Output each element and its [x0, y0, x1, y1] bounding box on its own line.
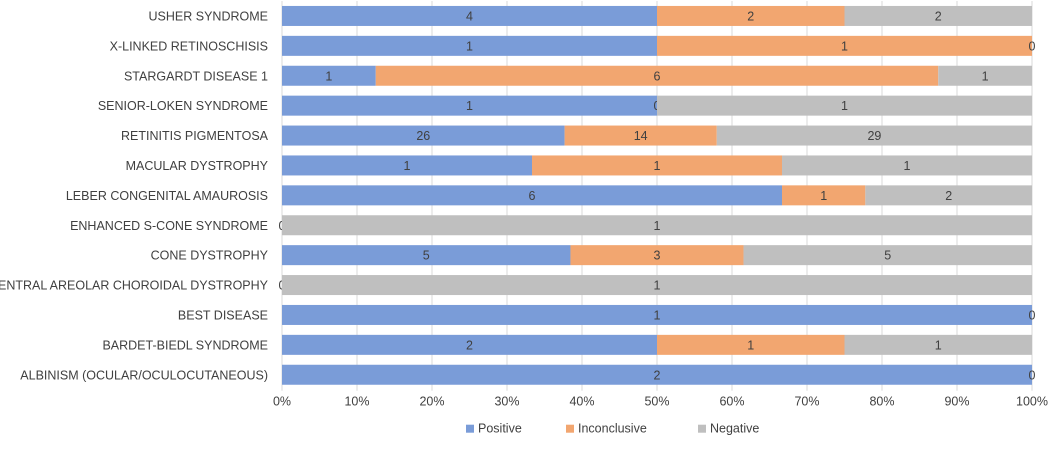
category-label: LEBER CONGENITAL AMAUROSIS — [66, 189, 268, 203]
category-label: MACULAR DYSTROPHY — [126, 159, 269, 173]
bar-segment-negative — [844, 5, 1032, 26]
bar-segment-inconclusive — [657, 5, 845, 26]
category-label: USHER SYNDROME — [149, 9, 268, 23]
data-label-inconclusive: 2 — [747, 9, 754, 23]
x-tick-label: 80% — [869, 395, 894, 409]
data-label-inconclusive: 6 — [654, 69, 661, 83]
category-label: ENHANCED S-CONE SYNDROME — [70, 219, 268, 233]
legend-swatch-positive — [466, 424, 474, 433]
data-label-positive: 5 — [423, 249, 430, 263]
category-labels: USHER SYNDROME X-LINKED RETINOSCHISIS STAR… — [0, 9, 269, 382]
x-tick-label: 0% — [273, 395, 291, 409]
data-label-negative: 2 — [945, 189, 952, 203]
bar-segment-inconclusive — [564, 125, 717, 146]
category-label: CONE DYSTROPHY — [151, 249, 269, 263]
bars: 42211016110126142911161201535011021120 — [279, 5, 1036, 385]
data-label-positive: 2 — [654, 368, 661, 382]
data-label-negative: 0 — [1029, 39, 1036, 53]
data-label-positive: 6 — [529, 189, 536, 203]
bar-segment-inconclusive — [375, 65, 939, 86]
bar-segment-negative — [782, 155, 1032, 176]
x-tick-label: 10% — [344, 395, 369, 409]
bar-segment-positive — [282, 334, 657, 355]
data-label-negative: 2 — [935, 9, 942, 23]
category-label: RETINITIS PIGMENTOSA — [121, 129, 269, 143]
bar-segment-positive — [282, 5, 657, 26]
legend-swatch-negative — [698, 424, 706, 433]
data-label-positive: 1 — [466, 39, 473, 53]
bar-segment-negative — [282, 215, 1032, 236]
x-tick-label: 100% — [1016, 395, 1048, 409]
legend-label-negative: Negative — [710, 422, 759, 436]
bar-segment-negative — [657, 95, 1032, 116]
data-label-inconclusive: 1 — [654, 159, 661, 173]
category-label: CENTRAL AREOLAR CHOROIDAL DYSTROPHY — [0, 279, 269, 293]
bar-segment-negative — [938, 65, 1032, 86]
data-label-positive: 1 — [466, 99, 473, 113]
data-label-negative: 0 — [1029, 308, 1036, 322]
data-label-negative: 29 — [867, 129, 881, 143]
x-tick-label: 50% — [644, 395, 669, 409]
data-label-positive: 26 — [416, 129, 430, 143]
data-label-negative: 1 — [935, 338, 942, 352]
x-tick-label: 70% — [794, 395, 819, 409]
data-label-negative: 1 — [841, 99, 848, 113]
category-label: X-LINKED RETINOSCHISIS — [110, 39, 268, 53]
data-label-negative: 5 — [884, 249, 891, 263]
x-tick-label: 30% — [494, 395, 519, 409]
data-label-positive: 1 — [325, 69, 332, 83]
legend: Positive Inconclusive Negative — [466, 422, 759, 436]
data-label-inconclusive: 14 — [634, 129, 648, 143]
category-label: BARDET-BIEDL SYNDROME — [102, 338, 268, 352]
data-label-inconclusive: 1 — [820, 189, 827, 203]
bar-segment-inconclusive — [657, 35, 1032, 56]
category-label: STARGARDT DISEASE 1 — [124, 69, 268, 83]
bar-segment-positive — [282, 245, 571, 266]
data-label-inconclusive: 1 — [841, 39, 848, 53]
bar-segment-inconclusive — [532, 155, 782, 176]
bar-segment-positive — [282, 125, 565, 146]
legend-label-positive: Positive — [478, 422, 522, 436]
bar-segment-inconclusive — [657, 334, 845, 355]
x-tick-label: 60% — [719, 395, 744, 409]
legend-swatch-inconclusive — [566, 424, 574, 433]
x-tick-label: 20% — [419, 395, 444, 409]
bar-segment-negative — [716, 125, 1032, 146]
data-label-negative: 1 — [982, 69, 989, 83]
data-label-positive: 1 — [654, 308, 661, 322]
bar-segment-negative — [282, 275, 1032, 296]
bar-segment-negative — [865, 185, 1032, 206]
bar-segment-negative — [743, 245, 1032, 266]
x-axis-tick-labels: 0% 10% 20% 30% 40% 50% 60% 70% 80% 90% 100% — [273, 395, 1048, 409]
category-label: ALBINISM (OCULAR/OCULOCUTANEOUS) — [20, 368, 268, 382]
bar-segment-positive — [282, 185, 782, 206]
data-label-positive: 1 — [404, 159, 411, 173]
x-tick-label: 40% — [569, 395, 594, 409]
bar-segment-inconclusive — [782, 185, 866, 206]
data-label-negative: 1 — [654, 219, 661, 233]
category-label: SENIOR-LOKEN SYNDROME — [98, 99, 268, 113]
bar-segment-positive — [282, 364, 1032, 385]
bar-segment-negative — [844, 334, 1032, 355]
data-label-inconclusive: 3 — [654, 249, 661, 263]
bar-segment-positive — [282, 304, 1032, 325]
category-label: BEST DISEASE — [178, 308, 268, 322]
data-label-negative: 1 — [654, 279, 661, 293]
bar-segment-inconclusive — [570, 245, 744, 266]
bar-segment-positive — [282, 35, 657, 56]
data-label-negative: 0 — [1029, 368, 1036, 382]
legend-label-inconclusive: Inconclusive — [578, 422, 647, 436]
bar-segment-positive — [282, 155, 532, 176]
data-label-inconclusive: 1 — [747, 338, 754, 352]
x-tick-label: 90% — [944, 395, 969, 409]
data-label-negative: 1 — [904, 159, 911, 173]
bar-segment-positive — [282, 95, 657, 116]
data-label-positive: 2 — [466, 338, 473, 352]
data-label-positive: 4 — [466, 9, 473, 23]
bar-segment-positive — [282, 65, 376, 86]
